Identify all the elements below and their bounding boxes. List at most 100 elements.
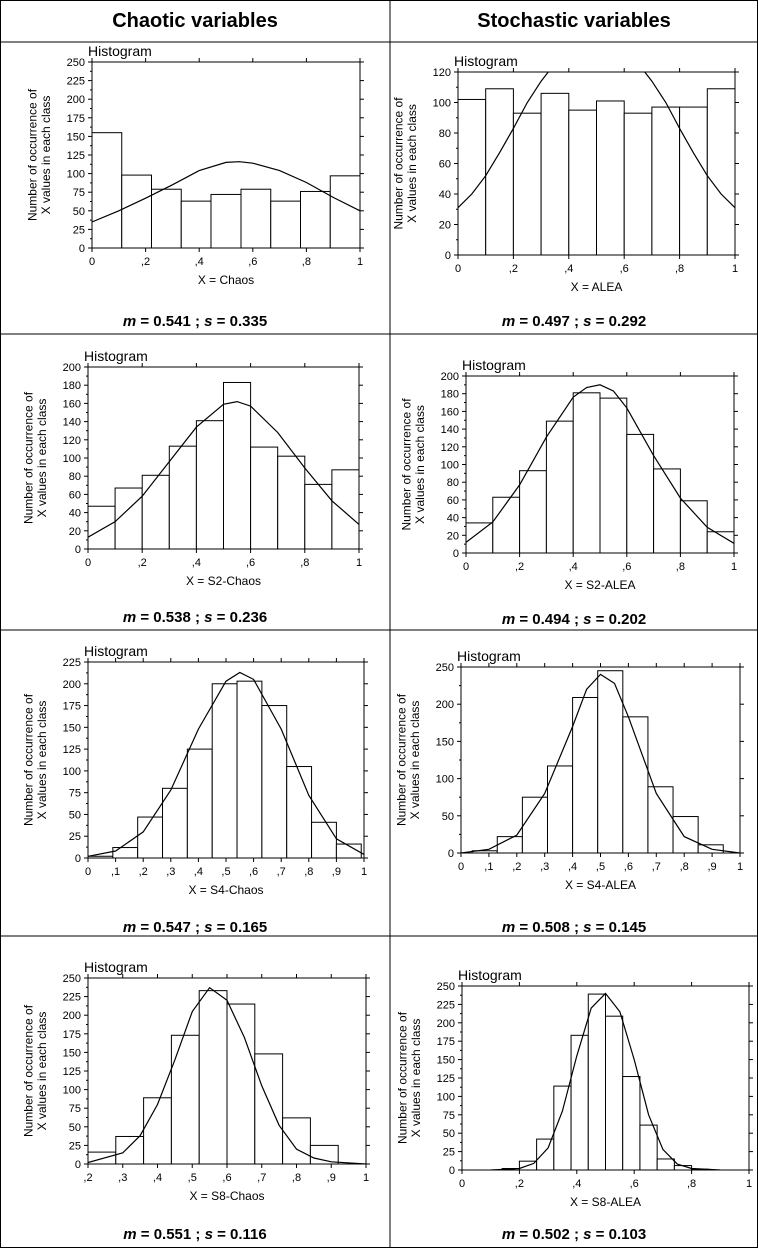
x-tick-label: ,4 [564,263,573,275]
histogram-bar [599,397,628,554]
x-tick-label: ,6 [248,256,257,268]
histogram-bar [540,92,570,256]
panel-s8-alea: 0 25 50 75 100 125 150 175 200 225 250 0 ,2 ,4 ,6 ,8 1 Hi… [390,936,758,1248]
stats-s2-chaos: m = 0.538 ; s = 0.236 [122,609,268,626]
histogram-bar [168,445,197,550]
histogram-bar [485,88,514,256]
y-tick-label: 80 [69,471,81,483]
histogram-bar [87,505,116,550]
y-tick-label: 50 [73,206,85,218]
x-tick-label: ,4 [569,561,578,573]
x-tick-label: ,2 [139,866,148,878]
y-tick-label: 160 [441,406,459,418]
x-tick-label: ,2 [512,861,521,873]
histogram-bar [300,190,331,249]
x-axis-label: X = S8-ALEA [570,1195,641,1209]
histogram-bar [672,816,699,854]
x-tick-label: 0 [85,866,91,878]
histogram-bar [465,522,494,554]
y-tick-label: 200 [63,1010,81,1022]
x-tick-label: 1 [356,557,362,569]
x-tick-label: 0 [89,256,95,268]
histogram-bar [162,787,188,859]
histogram-bar [679,106,708,256]
stats-alea: m = 0.497 ; s = 0.292 [501,313,647,330]
histogram-bar [282,1117,311,1165]
fit-curve [88,400,359,538]
y-tick-label: 200 [63,679,81,691]
y-tick-label: 225 [67,76,85,88]
y-tick-label: 40 [439,189,451,201]
y-tick-label: 40 [447,513,459,525]
y-axis-label: Number of occurrence ofX values in each … [395,1011,423,1144]
histogram-s4-alea: 0 50 100 150 200 250 0 ,1 ,2 ,3 ,4 ,5 ,6 ,7 ,8 ,9 1 Histo… [394,648,744,892]
histogram-s2-alea: 0 20 40 60 80 100 120 140 160 180 200 0 ,2 ,4 ,6 ,8 1 His… [399,357,738,592]
histogram-bar [492,496,521,554]
y-tick-label: 100 [63,766,81,778]
x-tick-label: ,4 [568,861,577,873]
x-axis-label: X = S2-Chaos [186,574,261,588]
y-tick-label: 50 [442,811,454,823]
histogram-bar [143,1097,172,1165]
histogram-s8-chaos: 0 25 50 75 100 125 150 175 200 225 250 ,2 ,3 ,4 ,5 ,6 ,7… [21,959,370,1203]
y-tick-label: 40 [69,508,81,520]
stats-s8-chaos: m = 0.551 ; s = 0.116 [123,1226,267,1243]
stats-s4-alea: m = 0.508 ; s = 0.145 [501,919,647,936]
x-tick-label: ,8 [675,263,684,275]
y-tick-label: 100 [67,169,85,181]
panel-s4-chaos: 0 25 50 75 100 125 150 175 200 225 0 ,1 ,2 ,3 ,4 ,5 ,6 ,7… [0,630,390,936]
x-tick-label: ,5 [596,861,605,873]
histogram-bar [597,670,624,854]
histogram-bar [706,88,736,256]
histogram-bar [277,455,306,550]
x-tick-label: ,6 [630,1178,639,1190]
y-tick-label: 100 [63,1085,81,1097]
x-tick-label: ,3 [118,1172,127,1184]
y-tick-label: 25 [443,1147,455,1159]
x-tick-label: ,6 [249,866,258,878]
histogram-s4-chaos: 0 25 50 75 100 125 150 175 200 225 0 ,1 ,2 ,3 ,4 ,5 ,6 ,7… [21,643,368,897]
histogram-bar [568,109,598,256]
y-tick-label: 50 [69,1122,81,1134]
y-tick-label: 175 [63,701,81,713]
histogram-bar [572,697,599,854]
x-tick-label: ,6 [624,861,633,873]
panel-s2-chaos: 0 20 40 60 80 100 120 140 160 180 200 0 ,2 ,4 ,6 ,8 1 His… [0,334,390,630]
histogram-bar [536,1138,555,1171]
y-tick-label: 175 [67,113,85,125]
histogram-bar [254,1053,284,1165]
y-tick-label: 0 [445,250,451,262]
histogram-bar [570,1034,589,1171]
x-tick-label: 0 [85,557,91,569]
histogram-bar [656,1158,675,1171]
histogram-bar [226,1003,256,1165]
histogram-bar [186,748,213,859]
histogram-bar [261,705,288,859]
histogram-bar [519,470,547,554]
x-tick-label: ,8 [676,561,685,573]
chart-title: Histogram [462,357,526,373]
histogram-bar [210,193,242,249]
histogram-bar [311,821,337,859]
x-tick-label: ,6 [620,263,629,275]
y-tick-label: 50 [443,1128,455,1140]
x-tick-label: ,9 [332,866,341,878]
histogram-bar [587,993,606,1171]
y-tick-label: 140 [63,417,81,429]
histogram-bar [304,483,333,550]
x-tick-label: ,8 [687,1178,696,1190]
x-axis-label: X = ALEA [571,280,623,294]
x-tick-label: 0 [463,561,469,573]
y-tick-label: 100 [433,98,451,110]
panel-s8-chaos: 0 25 50 75 100 125 150 175 200 225 250 ,2 ,3 ,4 ,5 ,6 ,7… [0,936,390,1248]
histogram-bar [572,392,601,554]
histogram-bar [622,1076,641,1171]
histogram-bar [309,1144,339,1165]
histogram-bar [546,765,574,854]
histogram-bar [647,786,674,854]
x-tick-label: ,8 [680,861,689,873]
fit-curve [458,72,735,209]
x-tick-label: ,4 [194,866,203,878]
y-tick-label: 60 [439,159,451,171]
y-tick-label: 50 [69,809,81,821]
